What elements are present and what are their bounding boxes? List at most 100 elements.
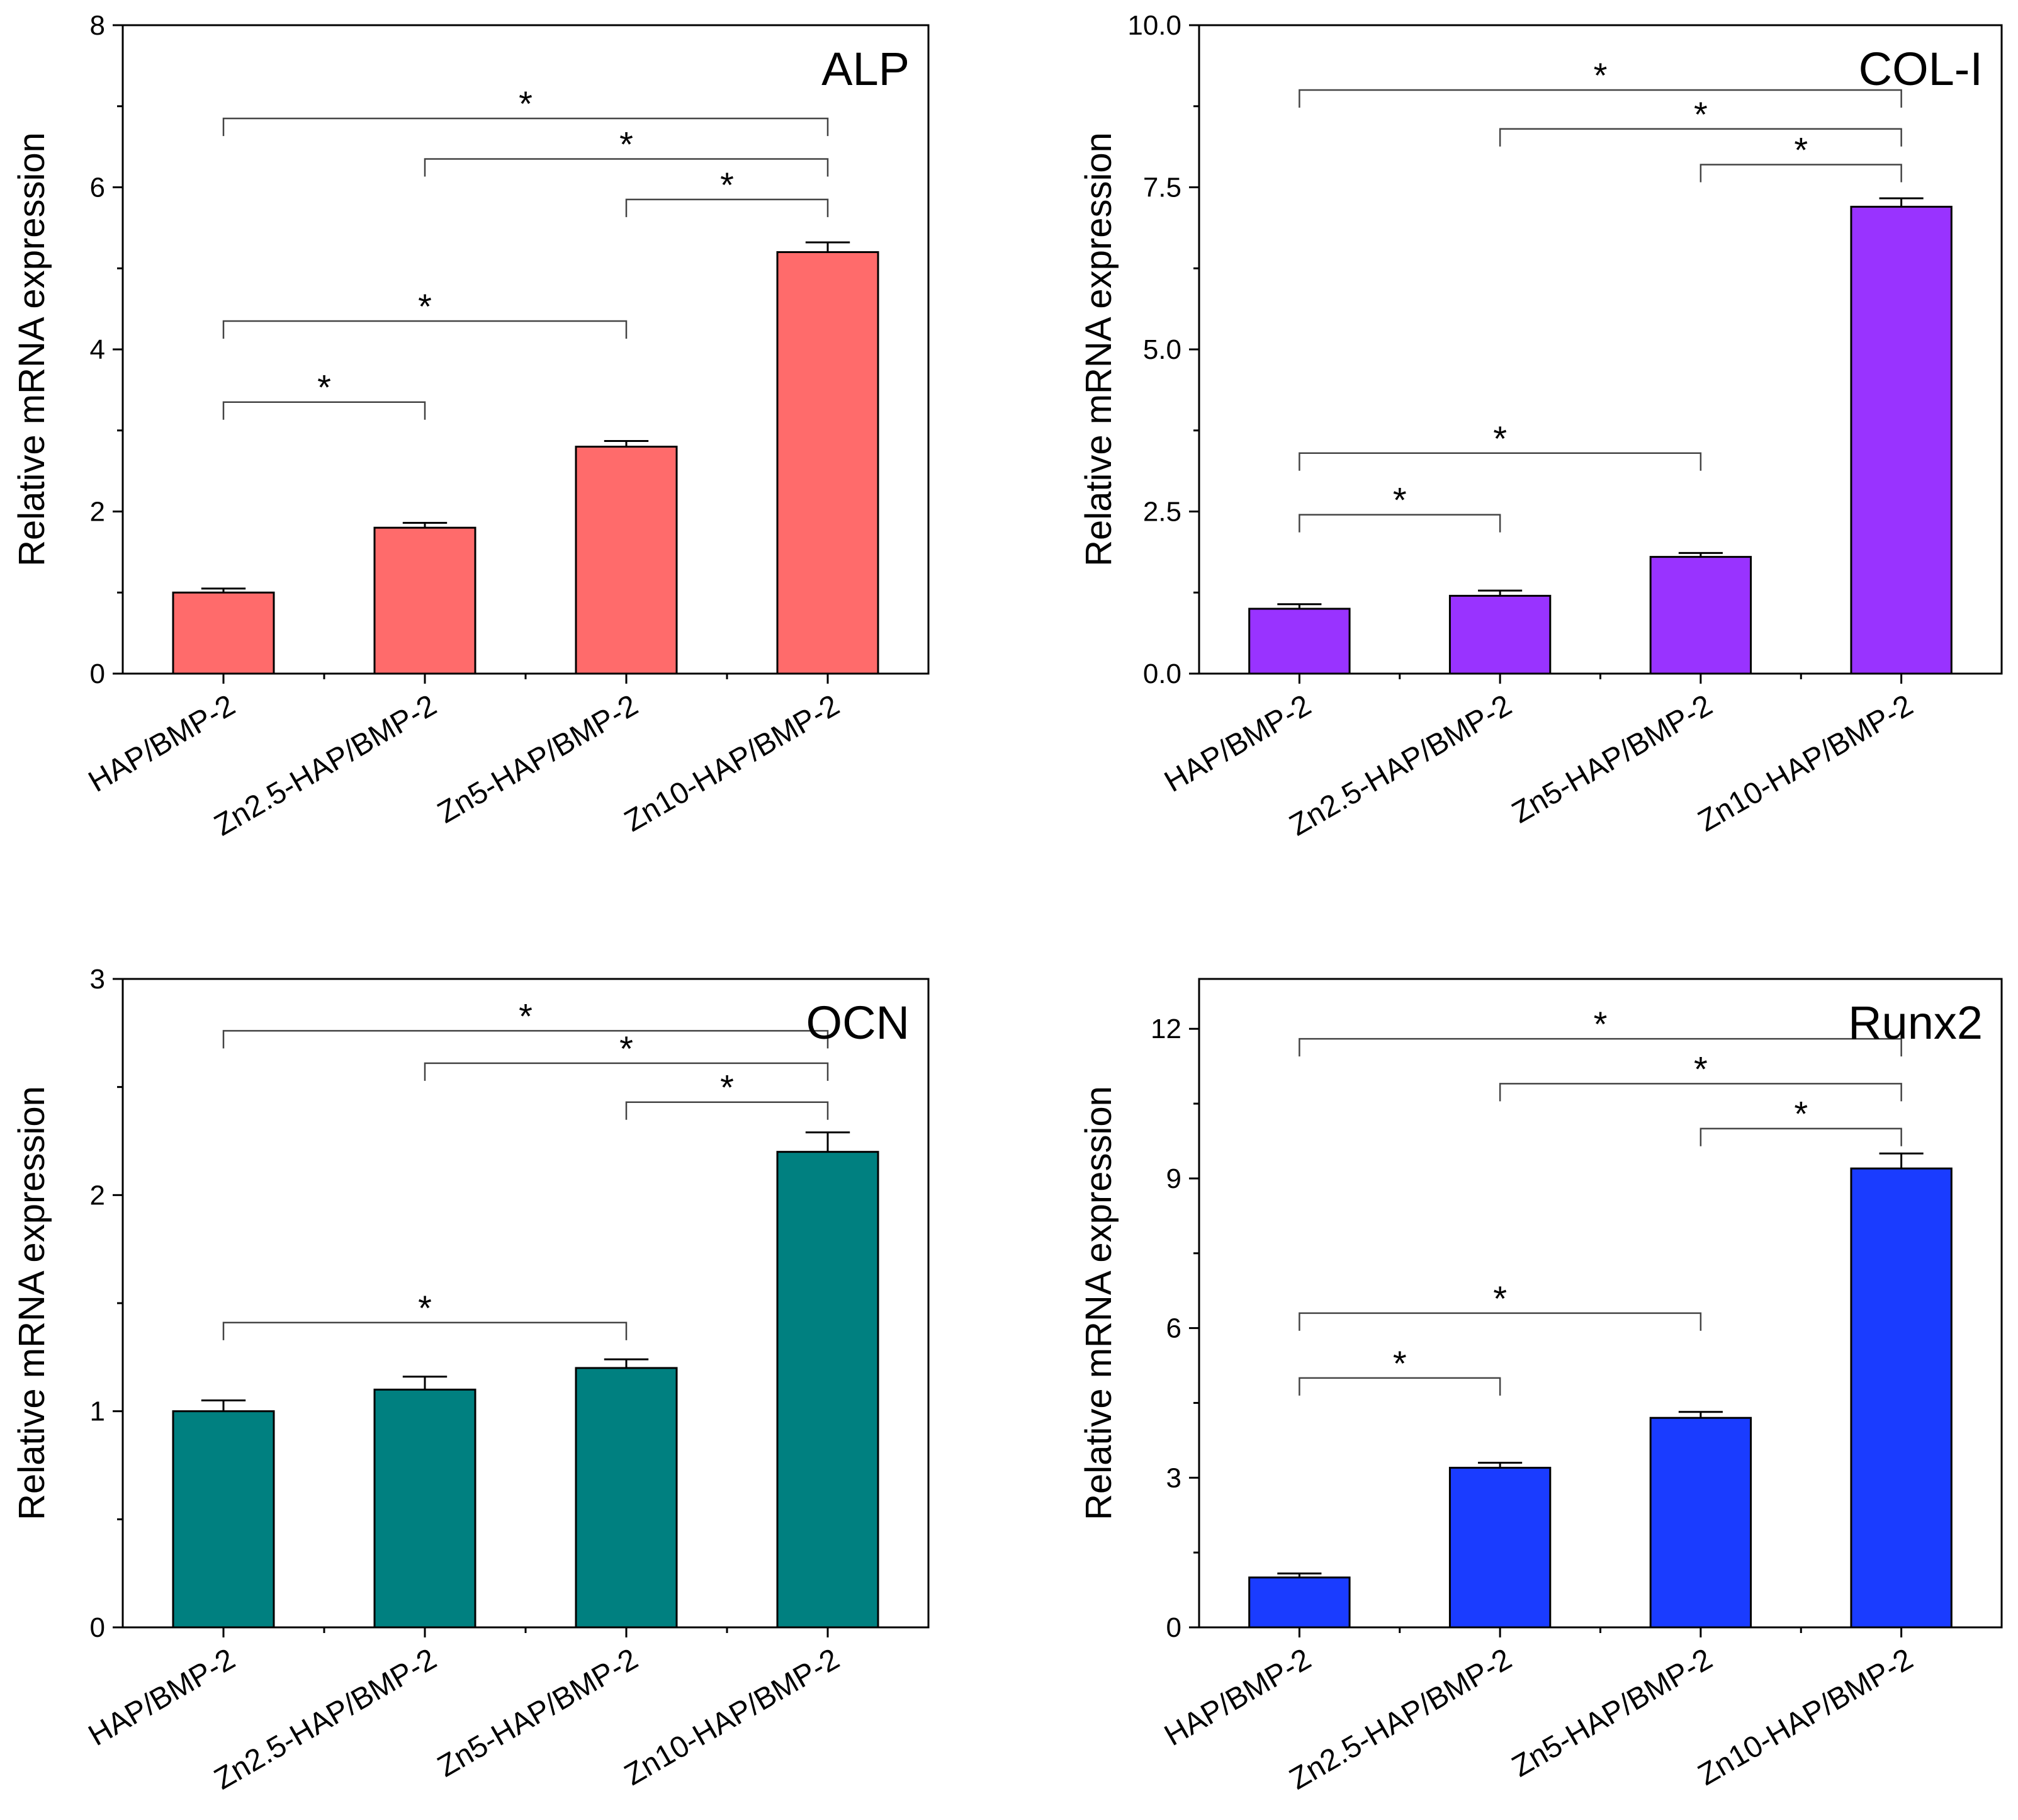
y-tick-label: 4 xyxy=(90,334,105,365)
significance-bracket xyxy=(1299,1377,1501,1396)
significance-bracket xyxy=(1299,1312,1702,1331)
y-tick-label: 0 xyxy=(1166,1612,1181,1643)
bar-1 xyxy=(1248,608,1351,675)
significance-star: * xyxy=(317,368,331,407)
x-category-label: Zn10-HAP/BMP-2 xyxy=(1693,689,1919,839)
x-category-label: HAP/BMP-2 xyxy=(83,689,241,799)
x-category-label: HAP/BMP-2 xyxy=(83,1642,241,1753)
significance-star: * xyxy=(1594,1004,1608,1044)
x-category-label: Zn10-HAP/BMP-2 xyxy=(619,1642,845,1792)
y-tick-label: 3 xyxy=(1166,1462,1181,1493)
panel-title: COL-I xyxy=(1859,43,1983,95)
y-axis-label: Relative mRNA expression xyxy=(11,1086,52,1520)
significance-bracket xyxy=(625,198,829,217)
y-tick-label: 8 xyxy=(90,10,105,41)
bar-4 xyxy=(1850,1167,1953,1629)
y-axis-label: Relative mRNA expression xyxy=(1078,132,1119,567)
significance-bracket xyxy=(424,158,829,177)
y-axis-label: Relative mRNA expression xyxy=(11,132,52,567)
significance-star: * xyxy=(720,165,734,205)
x-category-label: HAP/BMP-2 xyxy=(1159,689,1317,799)
y-tick-label: 12 xyxy=(1151,1014,1181,1044)
bar-2 xyxy=(373,526,476,675)
significance-star: * xyxy=(720,1068,734,1107)
bar-1 xyxy=(172,591,275,675)
y-tick-label: 0 xyxy=(90,658,105,689)
x-category-label: Zn2.5-HAP/BMP-2 xyxy=(1284,689,1518,843)
chart-panel-2: 0.0 2.5 5.0 7.5 10.0 HAP/BMP-2Zn2.5-HAP/BMP-2… xyxy=(1078,10,2003,843)
bar-3 xyxy=(1649,1416,1752,1629)
significance-star: * xyxy=(1493,419,1507,458)
significance-star: * xyxy=(1794,130,1808,169)
significance-bracket xyxy=(1499,128,1902,147)
x-category-label: Zn5-HAP/BMP-2 xyxy=(1506,1642,1718,1784)
bar-3 xyxy=(575,1367,678,1629)
significance-bracket xyxy=(222,117,829,137)
significance-star: * xyxy=(418,1288,432,1328)
significance-bracket xyxy=(222,1030,829,1049)
y-tick-label: 7.5 xyxy=(1143,172,1181,203)
x-category-label: Zn10-HAP/BMP-2 xyxy=(619,689,845,839)
x-category-label: Zn5-HAP/BMP-2 xyxy=(1506,689,1718,830)
y-tick-label: 2 xyxy=(90,1180,105,1211)
bar-1 xyxy=(172,1410,275,1629)
significance-bracket xyxy=(222,1321,628,1340)
significance-bracket xyxy=(222,401,426,420)
significance-bracket xyxy=(625,1101,829,1120)
significance-star: * xyxy=(1794,1094,1808,1134)
y-tick-label: 3 xyxy=(90,964,105,995)
y-tick-label: 6 xyxy=(1166,1313,1181,1344)
x-category-label: Zn5-HAP/BMP-2 xyxy=(432,1642,643,1784)
significance-star: * xyxy=(1393,480,1407,520)
significance-bracket xyxy=(1299,89,1902,108)
y-tick-label: 2.5 xyxy=(1143,497,1181,528)
significance-star: * xyxy=(519,84,533,123)
y-tick-label: 6 xyxy=(90,172,105,203)
x-category-label: Zn10-HAP/BMP-2 xyxy=(1693,1642,1919,1792)
bar-1 xyxy=(1248,1576,1351,1629)
x-category-label: Zn5-HAP/BMP-2 xyxy=(432,689,643,830)
bar-3 xyxy=(1649,556,1752,675)
significance-star: * xyxy=(619,124,633,164)
significance-star: * xyxy=(519,996,533,1036)
chart-panel-3: 0 1 2 3 HAP/BMP-2Zn2.5-HAP/BMP-2Zn5-HAP/BMP-… xyxy=(11,964,930,1797)
bar-4 xyxy=(776,251,879,675)
significance-bracket xyxy=(424,1062,829,1081)
y-tick-label: 0.0 xyxy=(1143,658,1181,689)
x-category-label: HAP/BMP-2 xyxy=(1159,1642,1317,1753)
y-tick-label: 2 xyxy=(90,497,105,528)
bar-4 xyxy=(1850,205,1953,675)
panel-title: ALP xyxy=(821,43,910,95)
significance-bracket xyxy=(1700,1128,1902,1146)
y-axis-label: Relative mRNA expression xyxy=(1078,1086,1119,1520)
significance-star: * xyxy=(418,286,432,326)
x-category-label: Zn2.5-HAP/BMP-2 xyxy=(1284,1642,1518,1797)
chart-panel-4: 0 3 6 9 12 HAP/BMP-2Zn2.5-HAP/BMP-2Zn5-HAP/BM… xyxy=(1078,978,2003,1797)
significance-star: * xyxy=(1493,1279,1507,1318)
bar-2 xyxy=(373,1388,476,1629)
significance-bracket xyxy=(1299,1037,1902,1057)
significance-star: * xyxy=(619,1029,633,1068)
x-category-label: Zn2.5-HAP/BMP-2 xyxy=(209,689,442,843)
x-category-label: Zn2.5-HAP/BMP-2 xyxy=(209,1642,442,1797)
panel-title: Runx2 xyxy=(1848,997,1983,1049)
significance-bracket xyxy=(1299,452,1702,471)
panel-title: OCN xyxy=(806,997,910,1049)
bar-2 xyxy=(1448,1466,1552,1629)
significance-star: * xyxy=(1694,1049,1708,1088)
y-tick-label: 5.0 xyxy=(1143,334,1181,365)
y-tick-label: 1 xyxy=(90,1396,105,1427)
chart-panel-1: 0 2 4 6 8 HAP/BMP-2Zn2.5-HAP/BMP-2Zn5-HAP/BMP… xyxy=(11,10,930,843)
significance-bracket xyxy=(1499,1083,1902,1102)
y-tick-label: 9 xyxy=(1166,1163,1181,1194)
y-tick-label: 10.0 xyxy=(1127,10,1181,41)
bar-2 xyxy=(1448,594,1552,675)
y-tick-label: 0 xyxy=(90,1612,105,1643)
significance-bracket xyxy=(1299,514,1501,533)
bar-4 xyxy=(776,1151,879,1629)
significance-star: * xyxy=(1694,94,1708,134)
bar-3 xyxy=(575,446,678,675)
significance-star: * xyxy=(1393,1343,1407,1383)
significance-bracket xyxy=(1700,164,1902,183)
